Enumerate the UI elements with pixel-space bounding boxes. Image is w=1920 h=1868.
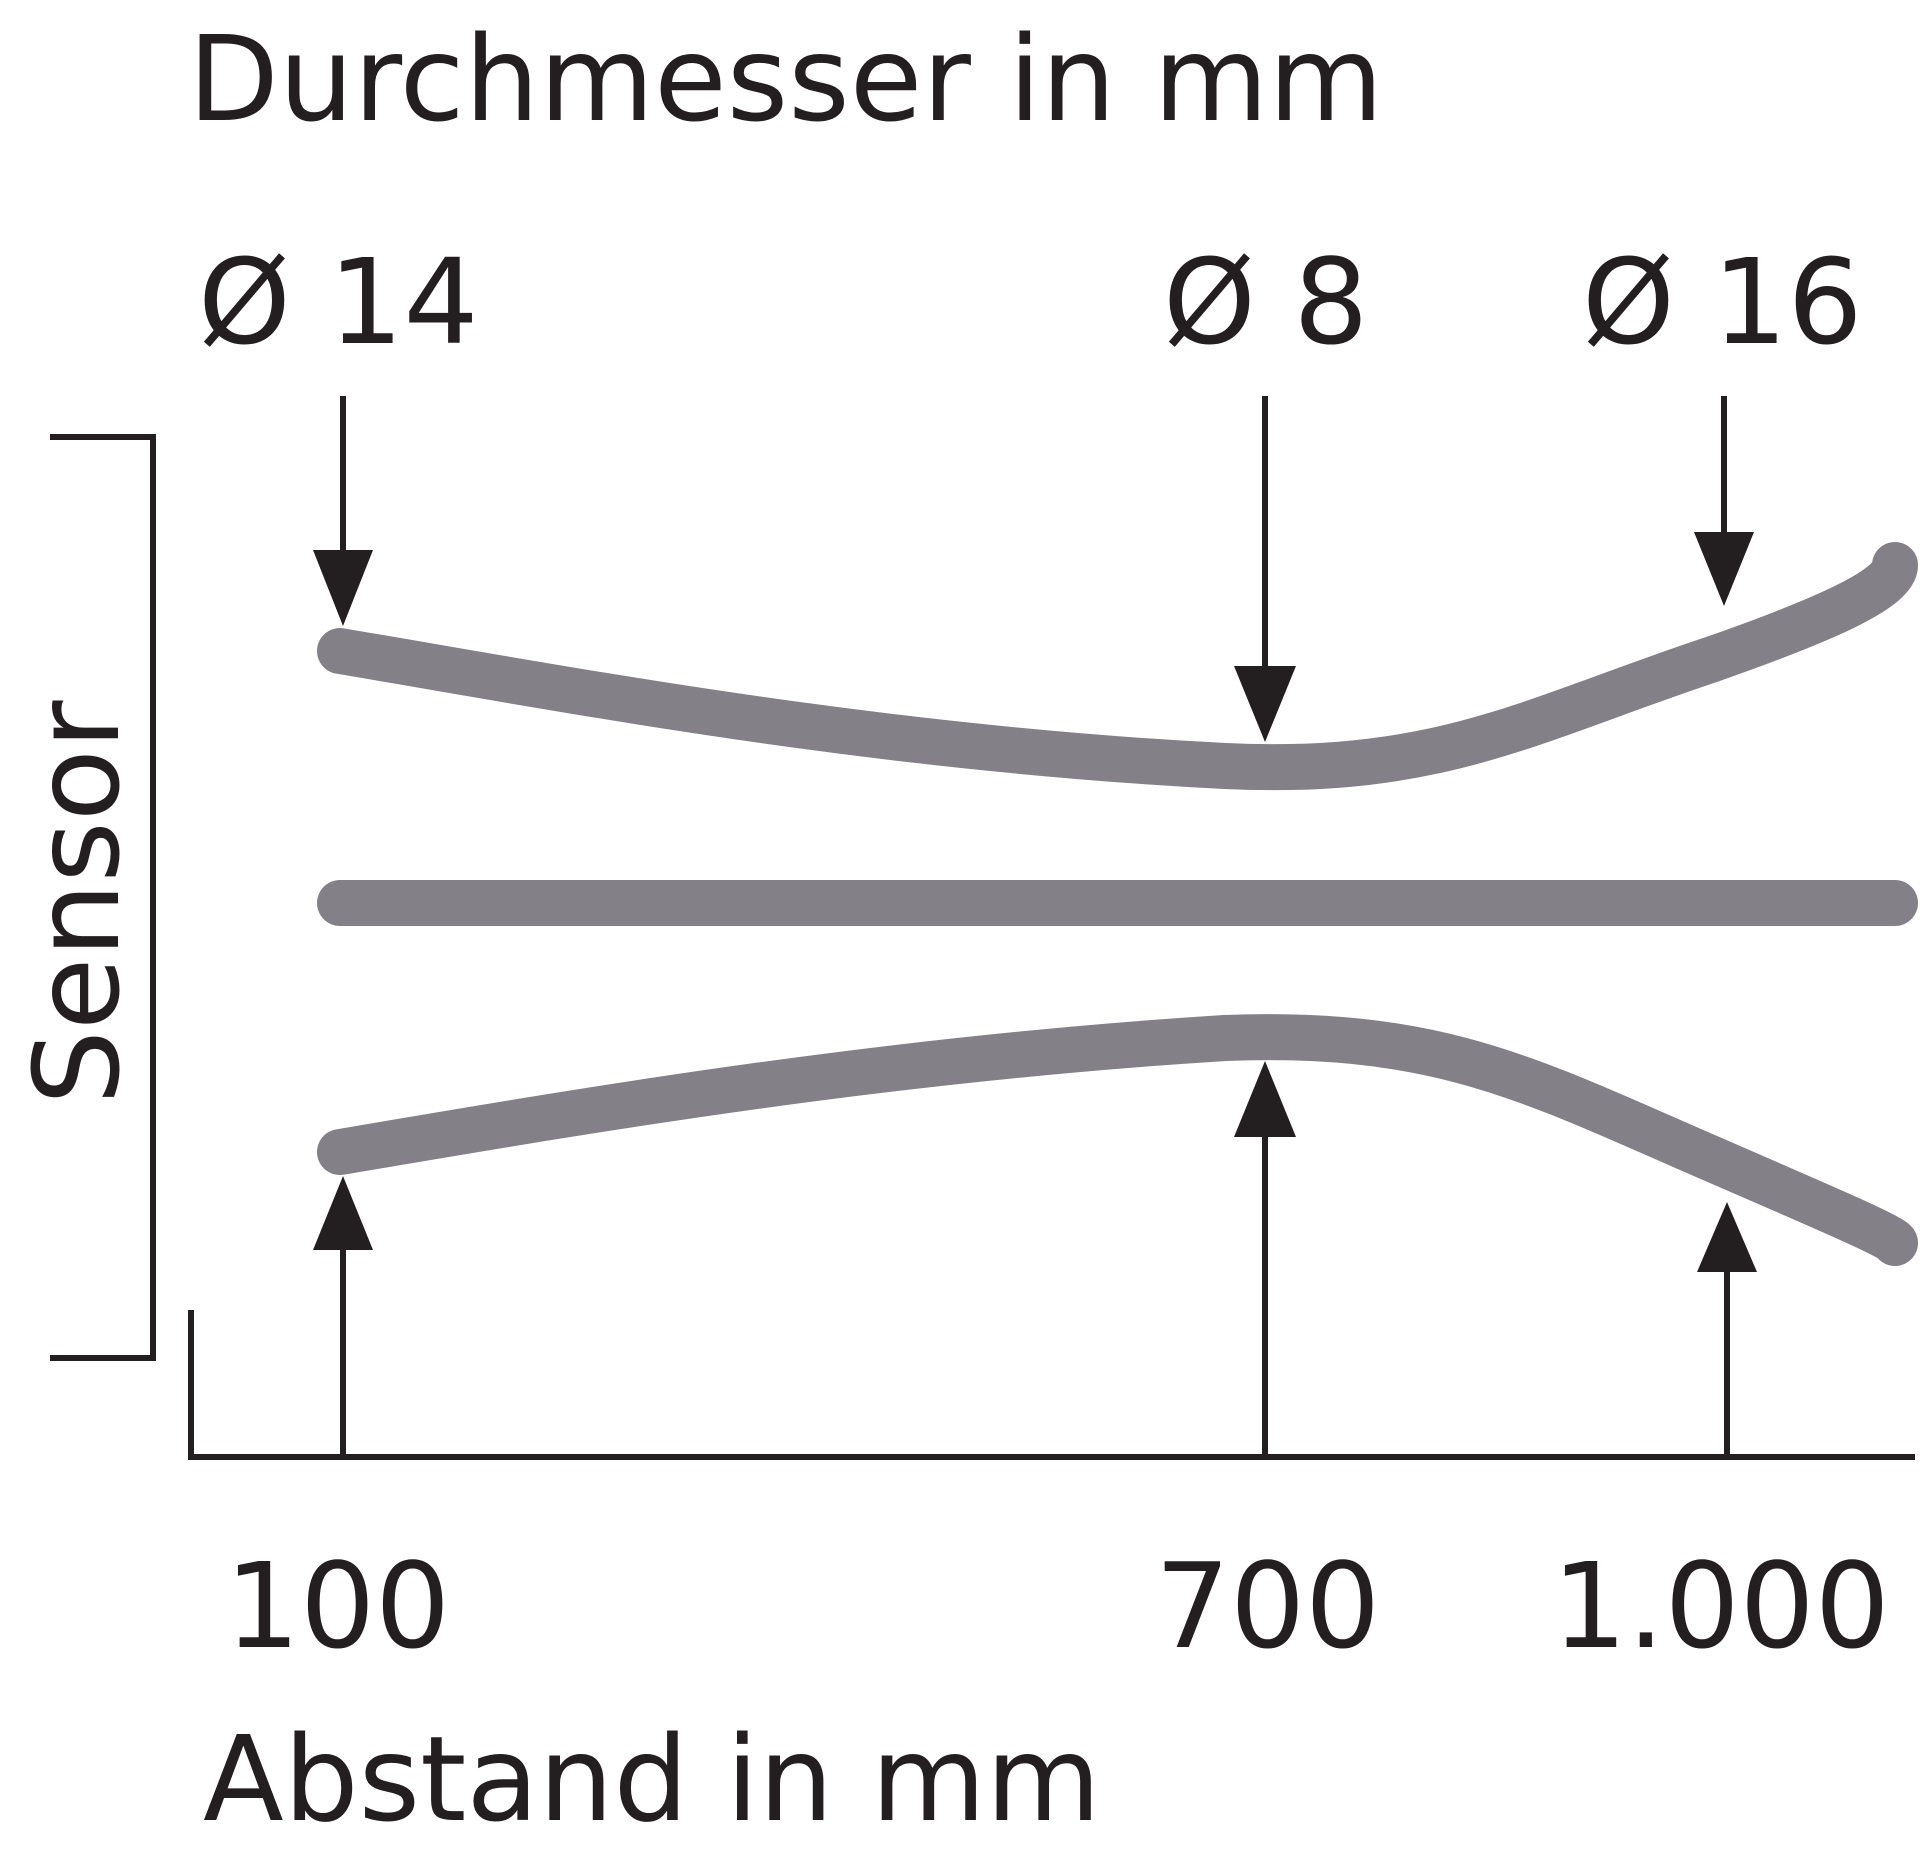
arrow-down-8 [1234, 396, 1296, 742]
distance-label-100: 100 [225, 1537, 450, 1675]
arrow-up-700 [1234, 1061, 1296, 1457]
diameter-label-16: Ø 16 [1582, 233, 1863, 371]
diagram-title: Durchmesser in mm [188, 10, 1383, 148]
arrow-up-100 [313, 1176, 373, 1457]
distance-label-700: 700 [1155, 1537, 1380, 1675]
arrow-down-16 [1694, 396, 1754, 606]
arrow-up-1000 [1697, 1202, 1757, 1457]
sensor-label: Sensor [8, 700, 146, 1105]
beam-lower-edge [317, 1014, 1918, 1266]
x-axis-label: Abstand in mm [203, 1710, 1101, 1848]
distance-label-1000: 1.000 [1552, 1537, 1890, 1675]
diameter-label-14: Ø 14 [198, 233, 479, 371]
beam-upper-edge [317, 542, 1918, 791]
axis-lines [188, 1310, 1915, 1460]
diameter-label-8: Ø 8 [1163, 233, 1368, 371]
sensor-bracket [50, 434, 156, 1361]
arrow-down-14 [313, 396, 373, 626]
